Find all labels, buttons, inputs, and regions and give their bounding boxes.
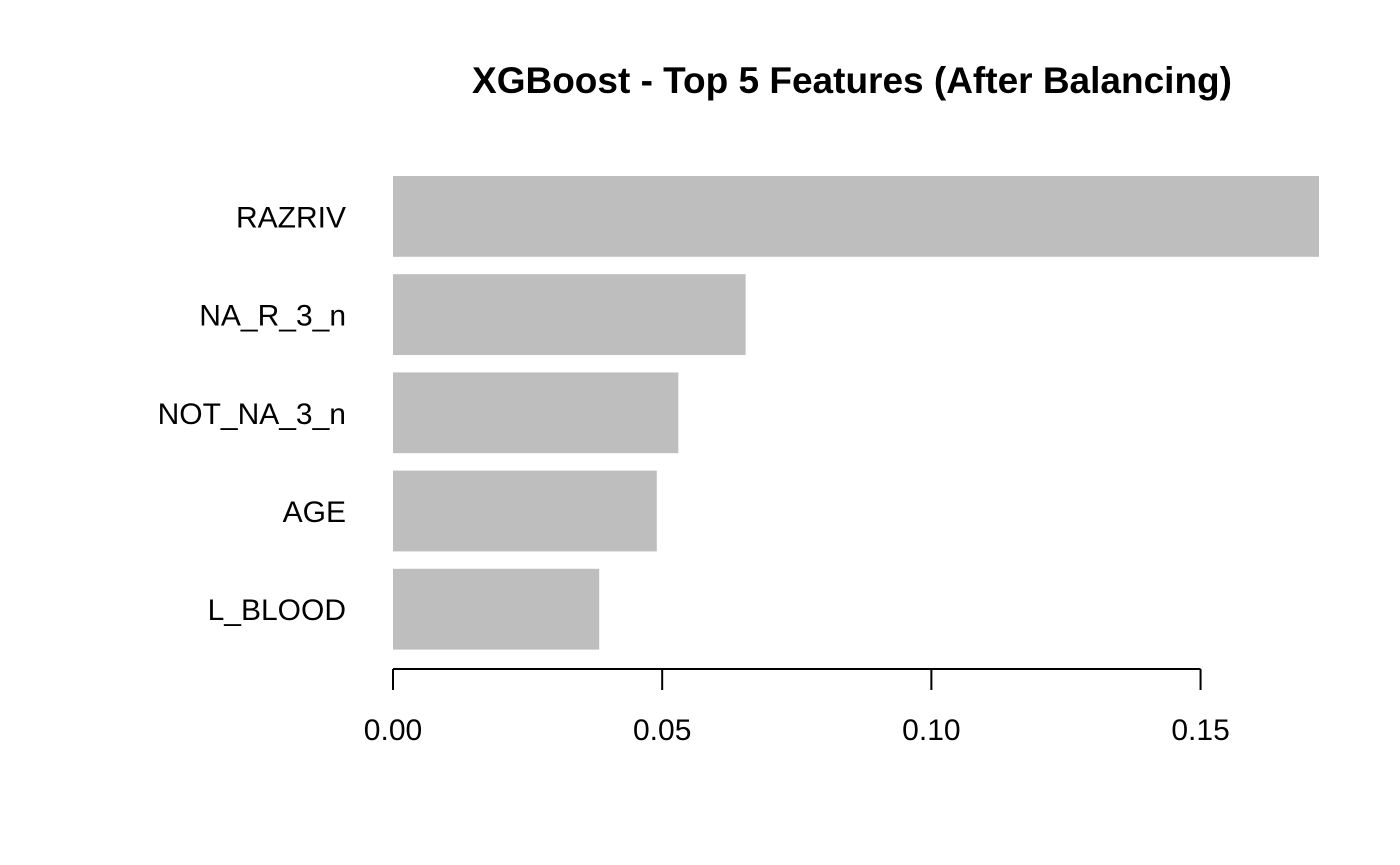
category-label: NOT_NA_3_n [158, 398, 346, 431]
chart-title: XGBoost - Top 5 Features (After Balancin… [472, 60, 1232, 101]
x-axis: 0.00 0.05 0.10 0.15 [364, 668, 1230, 747]
category-label: L_BLOOD [208, 594, 346, 627]
bar-na-r-3-n [393, 274, 746, 355]
bar-razriv [393, 176, 1319, 257]
x-tick-label: 0.00 [364, 714, 422, 747]
bars-group [393, 176, 1319, 650]
category-label: RAZRIV [236, 201, 346, 234]
category-label: AGE [283, 496, 346, 529]
category-labels: RAZRIV NA_R_3_n NOT_NA_3_n AGE L_BLOOD [158, 201, 346, 627]
category-label: NA_R_3_n [199, 300, 346, 333]
x-tick-label: 0.15 [1171, 714, 1229, 747]
bar-l-blood [393, 568, 600, 650]
x-tick-label: 0.05 [633, 714, 691, 747]
x-tick-label: 0.10 [902, 714, 960, 747]
bar-age [393, 470, 657, 552]
bar-not-na-3-n [393, 372, 679, 454]
